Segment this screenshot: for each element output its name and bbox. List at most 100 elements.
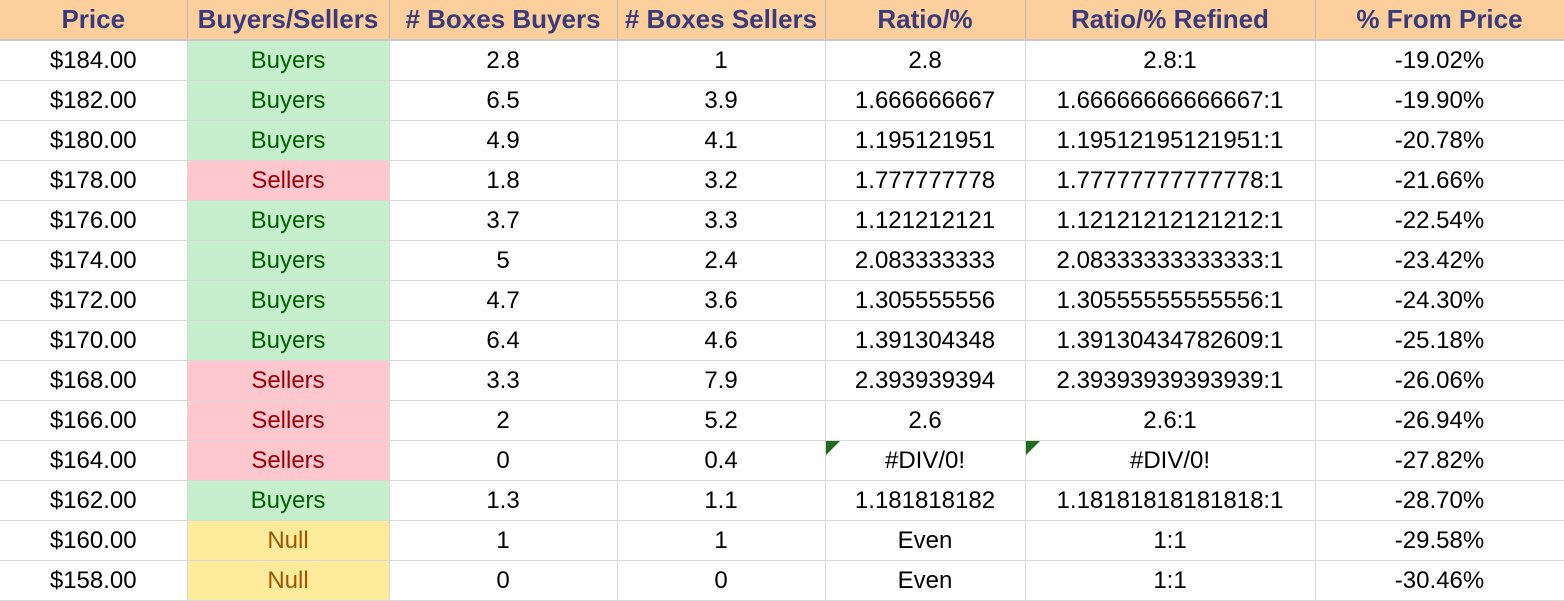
cell-boxes-sellers[interactable]: 5.2: [617, 400, 826, 441]
cell-boxes-buyers[interactable]: 0: [389, 560, 618, 601]
cell-ratio-refined[interactable]: #DIV/0!: [1025, 440, 1316, 481]
cell-ratio[interactable]: 2.083333333: [825, 240, 1026, 281]
cell-price[interactable]: $172.00: [0, 280, 188, 321]
cell-ratio[interactable]: Even: [825, 520, 1026, 561]
column-header-from-price[interactable]: % From Price: [1315, 0, 1564, 41]
cell-boxes-buyers[interactable]: 2.8: [389, 40, 618, 81]
cell-boxes-buyers[interactable]: 6.4: [389, 320, 618, 361]
cell-price[interactable]: $164.00: [0, 440, 188, 481]
cell-boxes-buyers[interactable]: 4.7: [389, 280, 618, 321]
cell-boxes-buyers[interactable]: 1.8: [389, 160, 618, 201]
cell-price[interactable]: $184.00: [0, 40, 188, 81]
error-indicator-icon[interactable]: [825, 441, 840, 455]
cell-ratio-refined[interactable]: 2.39393939393939:1: [1025, 360, 1316, 401]
cell-buyers-sellers[interactable]: Buyers: [187, 480, 390, 521]
cell-ratio-refined[interactable]: 1.19512195121951:1: [1025, 120, 1316, 161]
cell-buyers-sellers[interactable]: Sellers: [187, 440, 390, 481]
cell-price[interactable]: $158.00: [0, 560, 188, 601]
cell-price[interactable]: $170.00: [0, 320, 188, 361]
cell-boxes-buyers[interactable]: 0: [389, 440, 618, 481]
cell-ratio[interactable]: 1.391304348: [825, 320, 1026, 361]
cell-from-price[interactable]: -19.90%: [1315, 80, 1564, 121]
cell-boxes-buyers[interactable]: 4.9: [389, 120, 618, 161]
cell-boxes-sellers[interactable]: 7.9: [617, 360, 826, 401]
cell-boxes-buyers[interactable]: 1: [389, 520, 618, 561]
column-header-boxes-buyers[interactable]: # Boxes Buyers: [389, 0, 618, 41]
cell-ratio[interactable]: 2.8: [825, 40, 1026, 81]
cell-ratio-refined[interactable]: 1.18181818181818:1: [1025, 480, 1316, 521]
column-header-boxes-sellers[interactable]: # Boxes Sellers: [617, 0, 826, 41]
cell-ratio-refined[interactable]: 1.12121212121212:1: [1025, 200, 1316, 241]
cell-boxes-buyers[interactable]: 5: [389, 240, 618, 281]
cell-boxes-buyers[interactable]: 3.3: [389, 360, 618, 401]
cell-boxes-sellers[interactable]: 1.1: [617, 480, 826, 521]
cell-boxes-buyers[interactable]: 2: [389, 400, 618, 441]
cell-price[interactable]: $180.00: [0, 120, 188, 161]
error-indicator-icon[interactable]: [1025, 441, 1040, 455]
cell-boxes-sellers[interactable]: 3.6: [617, 280, 826, 321]
cell-boxes-sellers[interactable]: 4.6: [617, 320, 826, 361]
cell-buyers-sellers[interactable]: Sellers: [187, 360, 390, 401]
cell-from-price[interactable]: -20.78%: [1315, 120, 1564, 161]
cell-boxes-buyers[interactable]: 6.5: [389, 80, 618, 121]
cell-from-price[interactable]: -25.18%: [1315, 320, 1564, 361]
cell-from-price[interactable]: -27.82%: [1315, 440, 1564, 481]
cell-boxes-sellers[interactable]: 2.4: [617, 240, 826, 281]
cell-boxes-sellers[interactable]: 1: [617, 40, 826, 81]
cell-price[interactable]: $162.00: [0, 480, 188, 521]
cell-ratio-refined[interactable]: 1:1: [1025, 520, 1316, 561]
column-header-price[interactable]: Price: [0, 0, 188, 41]
cell-from-price[interactable]: -28.70%: [1315, 480, 1564, 521]
cell-buyers-sellers[interactable]: Sellers: [187, 400, 390, 441]
cell-ratio-refined[interactable]: 1:1: [1025, 560, 1316, 601]
cell-boxes-buyers[interactable]: 1.3: [389, 480, 618, 521]
cell-from-price[interactable]: -21.66%: [1315, 160, 1564, 201]
cell-boxes-sellers[interactable]: 3.3: [617, 200, 826, 241]
column-header-ratio-refined[interactable]: Ratio/% Refined: [1025, 0, 1316, 41]
cell-buyers-sellers[interactable]: Sellers: [187, 160, 390, 201]
cell-price[interactable]: $168.00: [0, 360, 188, 401]
cell-price[interactable]: $178.00: [0, 160, 188, 201]
cell-ratio[interactable]: 1.195121951: [825, 120, 1026, 161]
cell-ratio[interactable]: 1.777777778: [825, 160, 1026, 201]
cell-ratio-refined[interactable]: 1.30555555555556:1: [1025, 280, 1316, 321]
cell-ratio-refined[interactable]: 1.39130434782609:1: [1025, 320, 1316, 361]
cell-buyers-sellers[interactable]: Buyers: [187, 240, 390, 281]
cell-buyers-sellers[interactable]: Buyers: [187, 80, 390, 121]
cell-from-price[interactable]: -24.30%: [1315, 280, 1564, 321]
cell-ratio[interactable]: 2.6: [825, 400, 1026, 441]
cell-ratio-refined[interactable]: 1.66666666666667:1: [1025, 80, 1316, 121]
cell-buyers-sellers[interactable]: Buyers: [187, 280, 390, 321]
cell-ratio[interactable]: 1.305555556: [825, 280, 1026, 321]
cell-price[interactable]: $160.00: [0, 520, 188, 561]
cell-buyers-sellers[interactable]: Null: [187, 560, 390, 601]
cell-buyers-sellers[interactable]: Buyers: [187, 40, 390, 81]
cell-from-price[interactable]: -26.94%: [1315, 400, 1564, 441]
cell-ratio[interactable]: 1.666666667: [825, 80, 1026, 121]
cell-boxes-sellers[interactable]: 4.1: [617, 120, 826, 161]
cell-from-price[interactable]: -30.46%: [1315, 560, 1564, 601]
cell-boxes-sellers[interactable]: 3.2: [617, 160, 826, 201]
cell-from-price[interactable]: -23.42%: [1315, 240, 1564, 281]
cell-buyers-sellers[interactable]: Buyers: [187, 200, 390, 241]
cell-ratio[interactable]: 1.121212121: [825, 200, 1026, 241]
cell-from-price[interactable]: -19.02%: [1315, 40, 1564, 81]
cell-from-price[interactable]: -29.58%: [1315, 520, 1564, 561]
cell-from-price[interactable]: -22.54%: [1315, 200, 1564, 241]
column-header-ratio[interactable]: Ratio/%: [825, 0, 1026, 41]
cell-ratio[interactable]: 1.181818182: [825, 480, 1026, 521]
cell-price[interactable]: $174.00: [0, 240, 188, 281]
column-header-buyers-sellers[interactable]: Buyers/Sellers: [187, 0, 390, 41]
cell-ratio[interactable]: Even: [825, 560, 1026, 601]
cell-price[interactable]: $182.00: [0, 80, 188, 121]
cell-ratio-refined[interactable]: 2.8:1: [1025, 40, 1316, 81]
cell-ratio-refined[interactable]: 2.6:1: [1025, 400, 1316, 441]
cell-buyers-sellers[interactable]: Null: [187, 520, 390, 561]
cell-boxes-sellers[interactable]: 3.9: [617, 80, 826, 121]
cell-buyers-sellers[interactable]: Buyers: [187, 120, 390, 161]
cell-price[interactable]: $176.00: [0, 200, 188, 241]
cell-ratio[interactable]: #DIV/0!: [825, 440, 1026, 481]
cell-boxes-sellers[interactable]: 0: [617, 560, 826, 601]
cell-price[interactable]: $166.00: [0, 400, 188, 441]
cell-ratio-refined[interactable]: 2.08333333333333:1: [1025, 240, 1316, 281]
